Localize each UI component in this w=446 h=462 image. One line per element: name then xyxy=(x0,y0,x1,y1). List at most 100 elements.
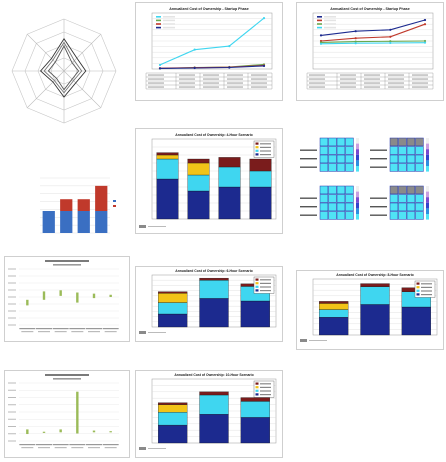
legend-box xyxy=(253,380,275,398)
heat-cell xyxy=(319,163,329,172)
legend-label-placeholder xyxy=(324,19,336,22)
heat-cell xyxy=(406,202,416,212)
footer-logo xyxy=(139,225,146,228)
heat-cell xyxy=(319,146,329,155)
heat-cell xyxy=(398,154,407,164)
x-tick-placeholder xyxy=(86,328,102,330)
legend-swatch xyxy=(255,282,259,285)
heat-cell xyxy=(319,202,329,212)
stack-segment-0-1 xyxy=(199,298,229,328)
heat-cell xyxy=(319,211,329,220)
radar-series-0 xyxy=(39,37,87,98)
legend-label-placeholder xyxy=(324,16,336,18)
stacked-bar-chart-3a: Annualized Cost of Ownership: 6-Hour Sce… xyxy=(139,269,277,334)
legend-swatch-3 xyxy=(156,26,161,29)
heat-cell xyxy=(336,202,346,212)
small-bar-chart-panel xyxy=(30,170,128,240)
bar-0-0 xyxy=(42,211,55,233)
scale-swatch xyxy=(356,208,359,214)
row-label-placeholder xyxy=(300,214,317,216)
stack-segment-1-0 xyxy=(156,158,179,180)
stack-segment-3-2 xyxy=(240,397,270,402)
legend-label-placeholder xyxy=(163,26,175,29)
line-point xyxy=(354,37,357,40)
stack-segment-3-0 xyxy=(319,301,349,304)
line-point xyxy=(423,23,427,26)
line-point xyxy=(423,41,427,44)
stack-segment-3-1 xyxy=(199,277,229,281)
heat-cell xyxy=(345,137,354,147)
line-point xyxy=(354,40,357,43)
legend-swatch xyxy=(255,278,259,281)
legend-swatch xyxy=(255,386,259,389)
heat-cell xyxy=(415,194,424,203)
scale-swatch xyxy=(426,214,429,220)
heat-cell xyxy=(415,137,424,147)
stack-segment-1-0 xyxy=(319,309,349,318)
bar-1-1 xyxy=(60,199,73,211)
range-mark-2 xyxy=(59,429,62,433)
dot-chart-panel-2 xyxy=(4,370,130,458)
heat-cell xyxy=(336,185,346,195)
heat-cell xyxy=(345,202,354,212)
table-cell xyxy=(251,74,267,76)
x-tick-placeholder xyxy=(36,444,52,446)
heat-cell xyxy=(389,185,399,195)
heat-cell xyxy=(389,202,399,212)
y-tick-placeholder xyxy=(8,296,16,298)
bar-0-1 xyxy=(60,211,73,233)
heatmap-panel xyxy=(296,128,444,232)
row-label-placeholder xyxy=(370,149,387,151)
radar-series-2 xyxy=(47,45,80,91)
heat-cell xyxy=(328,154,337,164)
dot-chart-panel-1 xyxy=(4,256,130,342)
legend-label-placeholder xyxy=(260,279,271,281)
table-cell xyxy=(179,86,195,88)
bar-0-2 xyxy=(77,211,90,233)
line-point xyxy=(423,18,427,22)
legend-swatch-1 xyxy=(113,205,116,207)
heat-cell xyxy=(406,185,416,195)
heat-cell xyxy=(319,185,329,195)
legend-swatch xyxy=(416,293,420,296)
legend-swatch xyxy=(255,146,259,149)
heat-cell xyxy=(398,211,407,220)
stack-segment-3-1 xyxy=(360,283,390,287)
radar-chart xyxy=(11,18,117,124)
legend-label-placeholder xyxy=(260,154,271,156)
row-label-placeholder xyxy=(300,166,317,168)
legend-swatch xyxy=(255,393,259,396)
line-series-3 xyxy=(159,65,265,69)
y-tick-placeholder xyxy=(8,404,16,406)
legend-swatch-2 xyxy=(317,23,322,25)
y-tick-placeholder xyxy=(8,310,16,312)
legend-swatch xyxy=(255,289,259,292)
table-cell xyxy=(227,86,243,88)
table-cell xyxy=(227,78,243,80)
dot-chart-1 xyxy=(8,260,119,333)
x-tick-placeholder xyxy=(88,447,100,449)
heat-cell xyxy=(328,211,337,220)
stack-segment-3-1 xyxy=(199,391,229,396)
heat-cell xyxy=(328,146,337,155)
line-point xyxy=(262,64,266,68)
stack-segment-0-2 xyxy=(218,186,241,220)
line-series-3 xyxy=(320,42,426,45)
y-tick-placeholder xyxy=(8,275,16,277)
y-tick-placeholder xyxy=(8,433,16,435)
stacked-bar-chart-4: Annualized Cost of Ownership: 4-Hour Sce… xyxy=(139,133,277,228)
stack-segment-0-3 xyxy=(249,186,272,220)
x-tick-placeholder xyxy=(54,447,67,449)
legend-label-placeholder xyxy=(324,26,336,29)
x-tick-placeholder xyxy=(52,444,69,446)
x-tick-placeholder xyxy=(21,331,34,333)
heat-cell xyxy=(345,163,354,172)
heat-cell xyxy=(389,137,399,147)
x-tick-placeholder xyxy=(104,447,117,449)
radar-spoke xyxy=(27,34,65,72)
heat-cell xyxy=(319,154,329,164)
stack-segment-0-1 xyxy=(187,190,210,220)
legend-label-placeholder xyxy=(260,143,271,145)
legend-swatch-1 xyxy=(156,19,161,22)
legend-label-placeholder xyxy=(421,286,432,288)
